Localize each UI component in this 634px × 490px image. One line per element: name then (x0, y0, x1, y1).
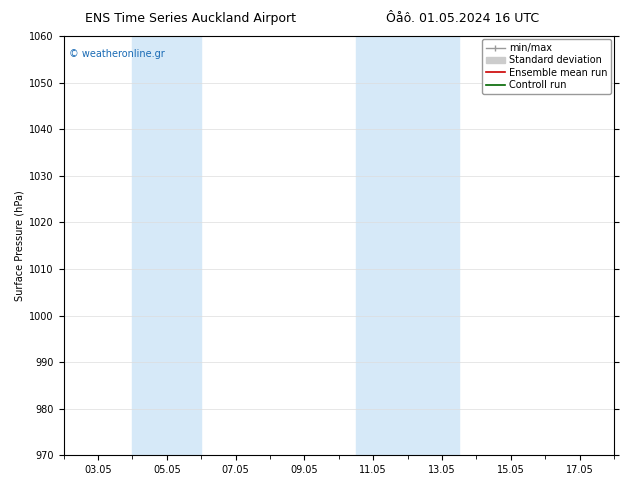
Bar (356, 36, 459, 455)
Text: © weatheronline.gr: © weatheronline.gr (69, 49, 165, 59)
Y-axis label: Surface Pressure (hPa): Surface Pressure (hPa) (15, 190, 25, 301)
Text: ENS Time Series Auckland Airport: ENS Time Series Auckland Airport (85, 12, 295, 25)
Legend: min/max, Standard deviation, Ensemble mean run, Controll run: min/max, Standard deviation, Ensemble me… (482, 39, 611, 94)
Bar (133, 36, 201, 455)
Text: Ôåô. 01.05.2024 16 UTC: Ôåô. 01.05.2024 16 UTC (386, 12, 540, 25)
